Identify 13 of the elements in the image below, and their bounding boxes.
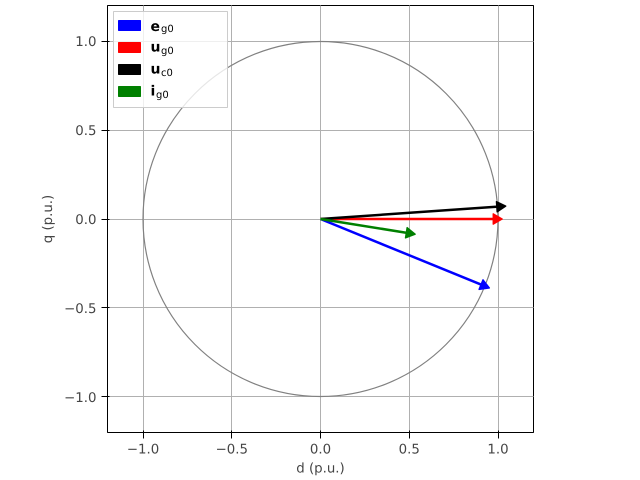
x-tick-label: 0.0	[310, 442, 332, 458]
y-tick-label: 0.5	[75, 124, 97, 140]
y-tick-label: 1.0	[75, 35, 97, 50]
y-tick-label: −1.0	[64, 390, 97, 406]
x-tick-label: 1.0	[487, 442, 509, 458]
legend-label: eg0	[150, 19, 174, 35]
y-axis-title: q (p.u.)	[41, 194, 56, 244]
x-tick-label: −0.5	[216, 442, 248, 458]
x-tick-label: 0.5	[398, 442, 420, 458]
y-tick-label: 0.0	[75, 213, 97, 228]
y-tick-label: −0.5	[64, 302, 97, 317]
x-tick-label: −1.0	[126, 442, 160, 458]
x-axis-title: d (p.u.)	[296, 462, 345, 476]
